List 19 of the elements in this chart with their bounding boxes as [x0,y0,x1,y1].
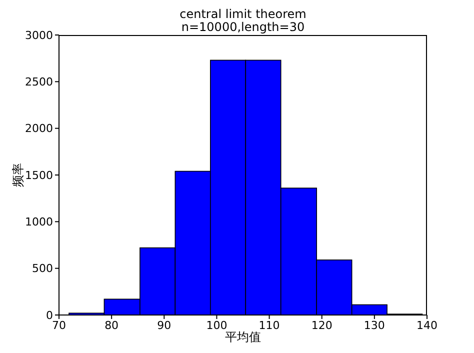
y-tick-label: 1500 [25,168,53,182]
x-tick-label: 130 [364,318,385,332]
x-axis-title: 平均值 [224,330,262,344]
x-tick-label: 90 [157,318,172,332]
x-tick-label: 70 [52,318,66,332]
y-tick-label: 2000 [25,122,53,136]
x-tick-label: 80 [104,318,119,332]
y-tick-label: 3000 [25,28,53,42]
x-tick-label: 140 [416,318,438,332]
y-tick-label: 0 [46,308,53,322]
chart-title: central limit theorem [178,7,308,21]
x-tick-label: 100 [206,318,228,332]
chart-subtitle: n=10000,length=30 [180,20,306,34]
y-tick-label: 2500 [25,76,53,89]
y-tick-label: 1000 [25,216,53,229]
x-tick-label: 110 [258,318,280,332]
y-axis-title: 频率 [11,162,25,189]
y-tick-label: 500 [32,262,53,276]
x-tick-label: 120 [311,318,332,332]
